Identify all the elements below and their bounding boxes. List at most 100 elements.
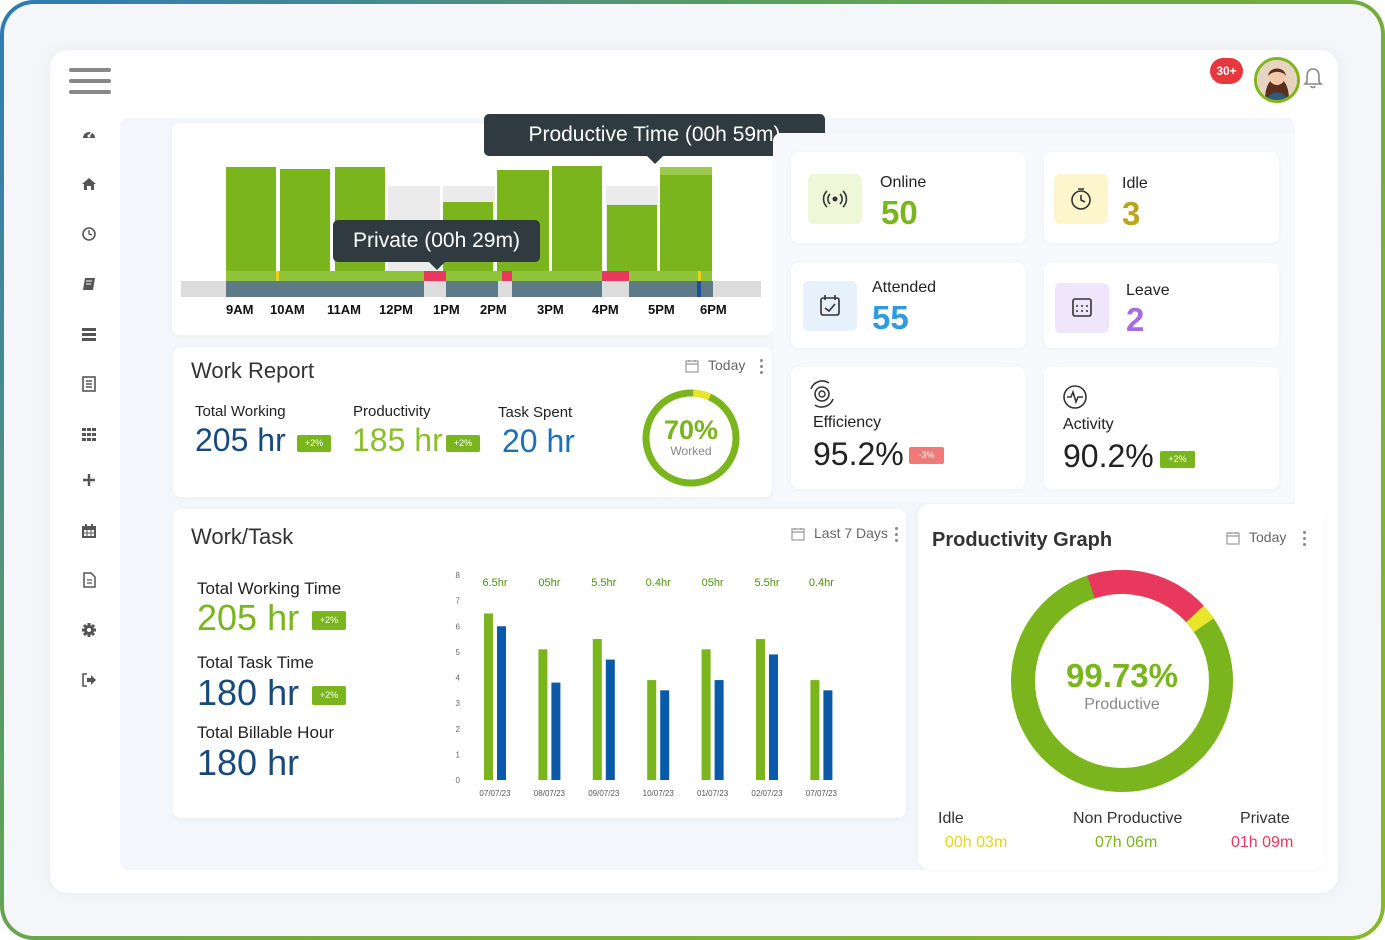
attended-card[interactable]: Attended 55 (791, 263, 1026, 348)
y-tick-label: 2 (456, 725, 461, 734)
bell-icon[interactable] (1302, 66, 1324, 90)
book-icon[interactable] (80, 276, 98, 294)
document-icon[interactable] (80, 572, 98, 590)
report-icon[interactable] (80, 376, 98, 394)
gear-cycle-icon (807, 379, 837, 409)
bar-top-label: 0.4hr (646, 577, 671, 589)
total-task-time-label: Total Task Time (197, 653, 314, 672)
calendar-check-icon (803, 281, 857, 331)
efficiency-change: -3% (909, 447, 944, 464)
bar (823, 690, 833, 780)
more-icon[interactable] (1303, 531, 1307, 549)
grid-icon[interactable] (80, 426, 98, 444)
legend-private-label: Private (1240, 810, 1290, 827)
productivity-percent: 99.73% (1066, 657, 1178, 694)
plus-icon[interactable] (80, 472, 98, 490)
legend-private-value: 01h 09m (1231, 834, 1294, 851)
gear-icon[interactable] (80, 622, 98, 640)
work-report-card: Work Report Today Total Working 205 hr +… (173, 347, 772, 497)
bar (660, 690, 670, 780)
home-icon[interactable] (80, 176, 98, 194)
clock-icon[interactable] (80, 226, 98, 244)
calendar-icon (791, 526, 805, 541)
leave-card[interactable]: Leave 2 (1044, 263, 1279, 348)
bar (810, 680, 820, 780)
total-billable-label: Total Billable Hour (197, 723, 335, 742)
idle-label: Idle (1122, 175, 1148, 192)
x-tick-label: 07/07/23 (806, 789, 838, 798)
legend-idle-label: Idle (938, 810, 964, 827)
attended-value: 55 (872, 299, 909, 336)
total-working-value: 205 hr (195, 422, 286, 458)
bar (605, 659, 615, 780)
task-spent-value: 20 hr (502, 423, 575, 459)
bar (701, 649, 711, 780)
x-tick-label: 01/07/23 (697, 789, 729, 798)
stopwatch-icon (1054, 174, 1108, 224)
work-report-filter[interactable]: Today (708, 357, 746, 373)
calendar-icon[interactable] (80, 523, 98, 541)
legend-nonproductive-value: 07h 06m (1095, 834, 1158, 851)
broadcast-icon (808, 174, 862, 224)
productivity-donut (1011, 569, 1233, 792)
productivity-value: 185 hr (352, 422, 443, 458)
productivity-graph-title: Productivity Graph (932, 529, 1113, 551)
user-avatar[interactable] (1254, 57, 1300, 103)
bar (647, 680, 657, 780)
bar (497, 626, 506, 780)
y-tick-label: 6 (456, 622, 461, 631)
productivity-graph-card: Productivity Graph Today 99.73% Producti… (918, 504, 1324, 870)
hour-label: 6PM (700, 302, 727, 317)
y-tick-label: 5 (456, 648, 461, 657)
online-label: Online (880, 174, 927, 191)
worked-caption: Worked (670, 444, 712, 458)
bar (592, 639, 602, 780)
more-icon[interactable] (895, 527, 899, 545)
notification-badge[interactable]: 30+ (1210, 58, 1243, 84)
calendar-icon (1226, 530, 1240, 545)
bar-top-label: 6.5hr (482, 577, 507, 589)
worked-percent: 70% (663, 415, 719, 445)
activity-card[interactable]: Activity 90.2% +2% (1044, 367, 1279, 489)
menu-icon[interactable] (69, 68, 111, 96)
bar (484, 613, 493, 780)
work-task-filter[interactable]: Last 7 Days (814, 525, 888, 541)
idle-card[interactable]: Idle 3 (1044, 152, 1279, 243)
productivity-change: +2% (446, 435, 480, 452)
online-value: 50 (881, 194, 918, 231)
activity-change: +2% (1160, 451, 1195, 468)
bar (714, 680, 724, 780)
bar-top-label: 5.5hr (591, 577, 616, 589)
productive-tooltip: Productive Time (00h 59m) (484, 114, 825, 164)
logout-icon[interactable] (80, 672, 98, 690)
total-working-change: +2% (297, 435, 331, 452)
total-working-time-label: Total Working Time (197, 579, 342, 598)
leave-value: 2 (1126, 301, 1145, 338)
y-tick-label: 1 (456, 750, 461, 759)
total-working-time-value: 205 hr (197, 597, 300, 638)
calendar-icon (685, 358, 699, 373)
more-icon[interactable] (760, 359, 764, 377)
total-working-time-change: +2% (312, 611, 346, 630)
efficiency-card[interactable]: Efficiency 95.2% -3% (791, 367, 1026, 489)
bar (551, 682, 561, 780)
bar-top-label: 05hr (538, 577, 560, 589)
y-tick-label: 7 (456, 597, 461, 606)
online-card[interactable]: Online 50 (791, 152, 1026, 243)
pulse-icon (1061, 383, 1089, 411)
gauge-icon[interactable] (80, 126, 98, 144)
hour-label: 9AM (226, 302, 254, 317)
hour-label: 1PM (433, 302, 460, 317)
list-icon[interactable] (80, 326, 98, 344)
hour-label: 5PM (648, 302, 675, 317)
total-billable-value: 180 hr (197, 742, 300, 783)
productivity-caption: Productive (1084, 696, 1160, 713)
bar-top-label: 05hr (702, 577, 724, 589)
work-task-title: Work/Task (191, 524, 294, 549)
activity-value: 90.2% (1063, 438, 1154, 474)
legend-nonproductive-label: Non Productive (1073, 810, 1183, 827)
activity-label: Activity (1063, 416, 1114, 433)
hour-label: 11AM (327, 302, 361, 317)
productivity-graph-filter[interactable]: Today (1249, 529, 1287, 545)
x-tick-label: 10/07/23 (643, 789, 675, 798)
